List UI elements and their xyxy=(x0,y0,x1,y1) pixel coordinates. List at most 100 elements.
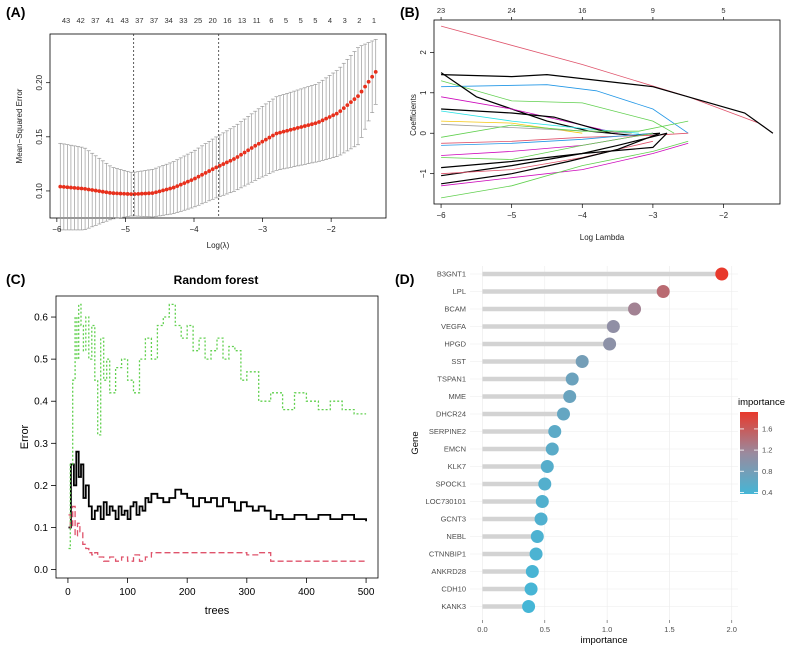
x-tick-label: −6 xyxy=(52,225,62,234)
top-axis-label: 2 xyxy=(357,16,361,25)
panel-d-gene-labels: B3GNT1 LPL BCAM VEGFA HPGD SST TSPAN1 MME DHCR24… xyxy=(426,270,467,611)
mse-point xyxy=(228,158,233,163)
y-tick-label: 0.20 xyxy=(35,74,44,90)
coef-path xyxy=(441,120,689,138)
x-tick-label: 1.0 xyxy=(602,625,612,634)
importance-dot xyxy=(538,477,552,491)
panel-d-x-axis: 0.0 0.5 1.0 1.5 2.0 xyxy=(477,620,737,634)
panel-b-top-axis: 23 24 16 9 5 xyxy=(437,6,726,20)
panel-label-b: (B) xyxy=(400,4,419,20)
top-axis-label: 20 xyxy=(208,16,216,25)
importance-dot xyxy=(540,460,554,473)
panel-c-lines xyxy=(68,303,367,562)
importance-dot xyxy=(522,600,536,613)
top-axis-label: 9 xyxy=(651,6,655,15)
mse-point xyxy=(249,146,254,150)
coef-path xyxy=(440,25,774,134)
mse-point xyxy=(90,188,95,192)
mse-point xyxy=(306,123,311,128)
top-axis-label: 37 xyxy=(91,16,99,25)
coef-path xyxy=(441,120,583,134)
y-tick-label: 2 xyxy=(419,50,428,55)
mse-point xyxy=(320,118,325,123)
mse-point xyxy=(292,126,297,131)
y-tick-label: 0.6 xyxy=(34,313,48,324)
gene-label: SPOCK1 xyxy=(436,480,466,489)
top-axis-label: 42 xyxy=(76,16,84,25)
mse-point xyxy=(267,135,272,140)
panel-b-y-label: Coefficients xyxy=(409,94,418,136)
mse-point xyxy=(331,113,336,118)
gene-label: TSPAN1 xyxy=(437,375,466,384)
coef-path xyxy=(441,123,632,134)
gene-label: VEGFA xyxy=(441,322,466,331)
panel-a-lasso-cv: −6 −5 −4 −3 −2 0.100.150.20 43 42 37 41 43 37 37 34… xyxy=(15,16,387,250)
mse-point xyxy=(246,148,251,153)
importance-dot xyxy=(530,530,544,543)
gene-label: LPL xyxy=(453,287,466,296)
mse-point xyxy=(143,191,148,196)
importance-dot xyxy=(534,512,548,526)
importance-dot xyxy=(606,320,620,333)
mse-point xyxy=(136,191,141,196)
gene-label: NEBL xyxy=(446,532,466,541)
importance-dot xyxy=(628,302,642,316)
mse-point xyxy=(349,100,353,105)
x-tick-label: −3 xyxy=(648,211,658,220)
panel-d-lollipop: B3GNT1 LPL BCAM VEGFA HPGD SST TSPAN1 MME DHCR24… xyxy=(410,266,785,646)
coef-path xyxy=(441,132,668,177)
panel-c-y-axis: 0.0 0.1 0.2 0.3 0.4 0.5 0.6 xyxy=(34,313,56,576)
panel-b-x-axis: −6 −5 −4 −3 −2 xyxy=(436,204,729,220)
x-tick-label: −4 xyxy=(189,225,199,234)
mse-point xyxy=(224,160,229,165)
mse-point xyxy=(111,191,116,196)
mse-point xyxy=(108,190,112,195)
coef-path xyxy=(441,108,611,134)
gene-label: CDH10 xyxy=(441,585,466,594)
x-tick-label: 100 xyxy=(119,587,136,598)
coef-path xyxy=(441,132,689,144)
legend-tick-label: 1.6 xyxy=(762,425,772,434)
x-tick-label: 2.0 xyxy=(727,625,737,634)
top-axis-label: 5 xyxy=(284,16,288,25)
top-axis-label: 5 xyxy=(721,6,725,15)
panel-a-vlines xyxy=(133,34,220,218)
gene-label: MME xyxy=(449,392,467,401)
mse-point xyxy=(363,84,367,89)
mse-point xyxy=(189,178,194,183)
x-tick-label: 500 xyxy=(358,587,375,598)
panel-b-frame xyxy=(433,19,781,205)
legend-ticks: 0.4 0.8 1.2 1.6 xyxy=(740,425,772,497)
top-axis-label: 5 xyxy=(313,16,317,25)
y-tick-label: 0.10 xyxy=(35,183,44,199)
top-axis-label: 16 xyxy=(578,6,586,15)
mse-point xyxy=(86,187,91,192)
mse-point xyxy=(310,122,314,127)
mse-point xyxy=(356,94,360,99)
mse-point xyxy=(69,185,73,190)
panel-d-dots xyxy=(522,267,729,613)
panel-b-paths xyxy=(440,25,774,199)
mse-point xyxy=(274,131,279,136)
legend-tick-label: 1.2 xyxy=(762,446,772,455)
coef-path xyxy=(440,80,675,134)
coef-path xyxy=(441,142,689,187)
importance-dot xyxy=(563,390,577,403)
mse-point xyxy=(352,97,357,102)
panel-c-x-label: trees xyxy=(205,605,230,617)
x-tick-label: 200 xyxy=(179,587,196,598)
top-axis-label: 5 xyxy=(299,16,303,25)
y-tick-label: 0.5 xyxy=(34,355,48,366)
coef-path xyxy=(441,84,689,134)
mse-point xyxy=(281,129,286,134)
panel-c-x-axis: 0 100 200 300 400 500 xyxy=(65,578,375,598)
mse-point xyxy=(79,186,84,191)
mse-point xyxy=(214,165,219,170)
mse-point xyxy=(263,137,268,142)
legend-tick-label: 0.4 xyxy=(762,488,772,497)
panel-a-x-axis: −6 −5 −4 −3 −2 xyxy=(52,218,336,234)
mse-point xyxy=(253,143,258,148)
gene-label: LOC730101 xyxy=(426,497,466,506)
mse-point xyxy=(164,187,169,192)
